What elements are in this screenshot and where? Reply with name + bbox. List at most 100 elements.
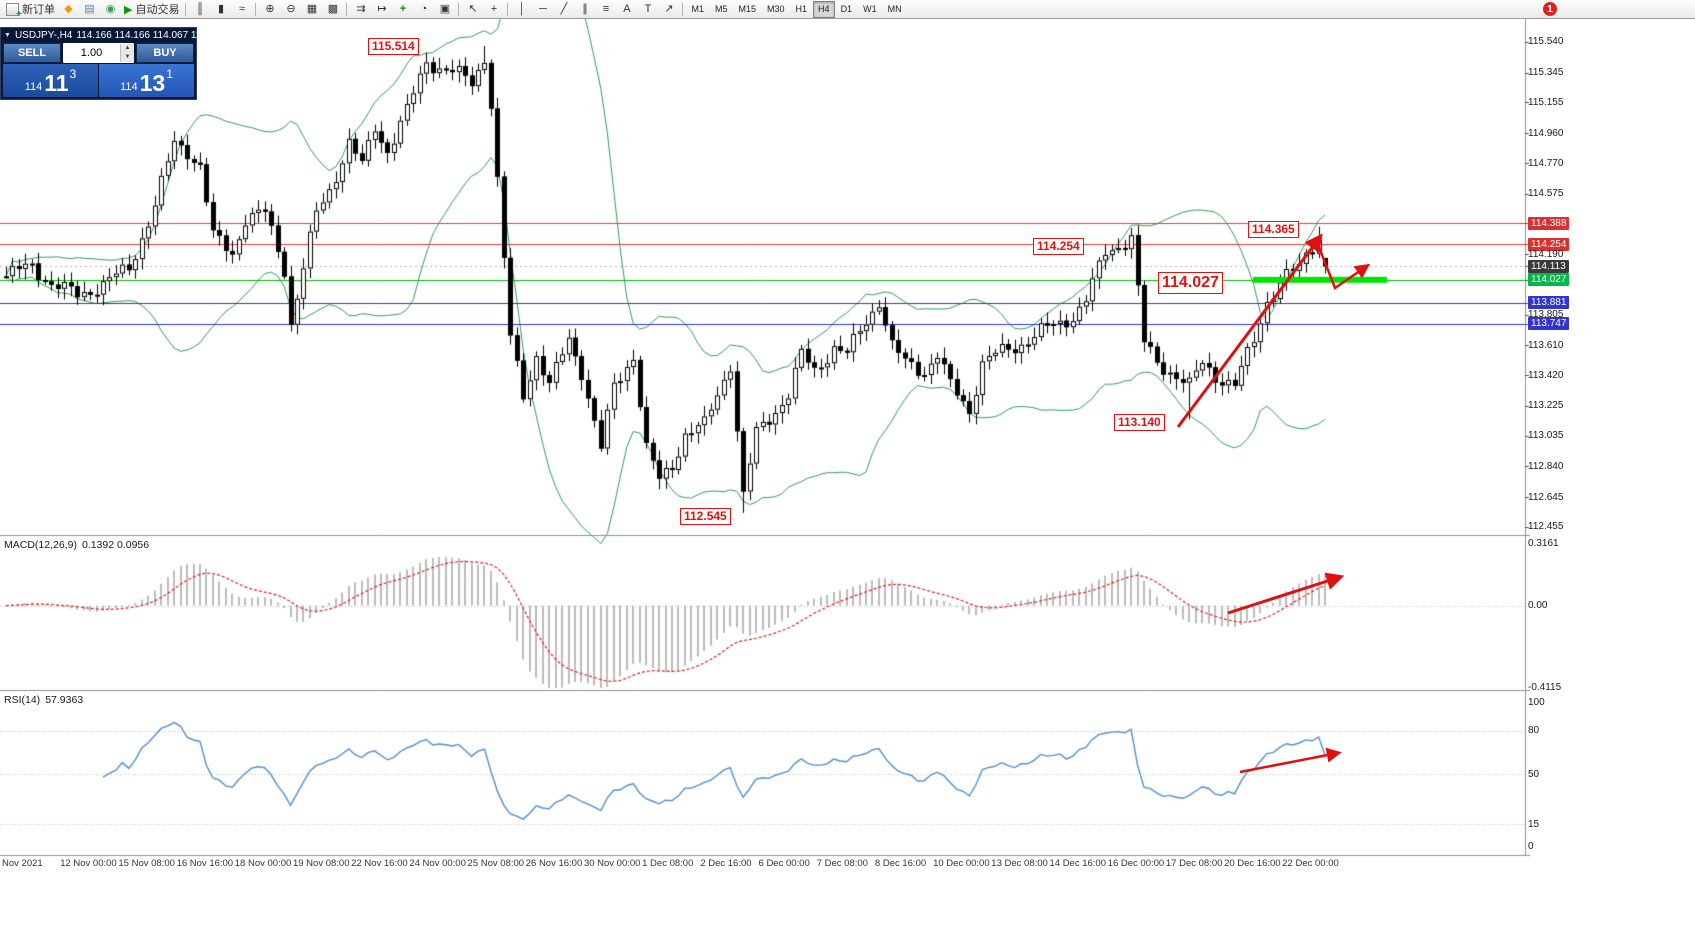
cursor-icon[interactable]: ↖ bbox=[468, 3, 478, 15]
price-scale-label: 113.881 bbox=[1528, 296, 1570, 310]
toolbar-separator bbox=[346, 2, 348, 16]
time-axis-label: 30 Nov 00:00 bbox=[583, 858, 641, 869]
templates-icon[interactable]: ▣ bbox=[439, 3, 451, 15]
cascade-windows-icon[interactable]: ▩ bbox=[327, 3, 339, 15]
bid-price[interactable]: 114 11 3 bbox=[3, 64, 98, 97]
rsi-value: 57.9363 bbox=[45, 694, 84, 706]
timeframe-button-h1[interactable]: H1 bbox=[795, 4, 808, 14]
time-axis-label: 16 Dec 00:00 bbox=[1107, 858, 1165, 869]
vertical-line-icon[interactable]: │ bbox=[518, 3, 526, 15]
horizontal-line-icon[interactable]: ─ bbox=[539, 3, 547, 15]
volume-decrease-button[interactable]: ▼ bbox=[121, 53, 134, 62]
auto-trading-button[interactable]: ▶ 自动交易 bbox=[121, 1, 182, 17]
bid-fraction: 3 bbox=[69, 67, 77, 81]
price-scale-label: 115.345 bbox=[1528, 67, 1564, 79]
time-axis-label: 25 Nov 08:00 bbox=[467, 858, 525, 869]
bar-chart-icon[interactable]: ║ bbox=[196, 3, 204, 15]
preview-icon[interactable]: ◉ bbox=[105, 3, 116, 15]
rsi-name: RSI(14) bbox=[4, 694, 41, 706]
new-order-label: 新订单 bbox=[22, 4, 55, 16]
price-scale-label: 114.254 bbox=[1528, 237, 1570, 251]
print-icon[interactable]: ▤ bbox=[84, 3, 95, 15]
timeframe-button-m5[interactable]: M5 bbox=[714, 4, 728, 14]
shapes-icon[interactable]: ↗ bbox=[664, 3, 674, 15]
macd-scale-label: 0.00 bbox=[1528, 600, 1548, 612]
price-scale-label: 112.840 bbox=[1528, 460, 1564, 472]
timeframe-button-w1[interactable]: W1 bbox=[863, 4, 877, 14]
price-scale-label: 115.155 bbox=[1528, 96, 1564, 108]
price-chart-canvas[interactable] bbox=[0, 0, 1530, 876]
time-axis-label: 13 Dec 08:00 bbox=[991, 858, 1048, 869]
price-scale-label: 114.027 bbox=[1528, 273, 1570, 287]
price-scale-label: 113.747 bbox=[1528, 317, 1570, 331]
ask-pips: 13 bbox=[139, 70, 166, 96]
indicators-icon[interactable]: + bbox=[399, 3, 407, 15]
timeframe-button-m30[interactable]: M30 bbox=[767, 4, 785, 14]
toolbar-separator bbox=[458, 2, 460, 16]
chart-title-bar: ▼ USDJPY-,H4 114.166 114.166 114.067 114… bbox=[1, 28, 226, 42]
zoom-out-icon[interactable]: ⊖ bbox=[286, 3, 296, 15]
price-scale-label: 113.420 bbox=[1528, 369, 1564, 381]
macd-name: MACD(12,26,9) bbox=[4, 539, 77, 551]
text-icon[interactable]: A bbox=[623, 3, 631, 15]
time-axis-label: 10 Dec 00:00 bbox=[933, 858, 990, 869]
toolbar-separator bbox=[185, 2, 187, 16]
price-scale-label: 113.610 bbox=[1528, 339, 1564, 351]
metaquotes-icon[interactable]: ◆ bbox=[64, 3, 73, 15]
price-scale-label: 115.540 bbox=[1528, 36, 1564, 48]
candlestick-chart-icon[interactable]: ▮ bbox=[217, 3, 224, 15]
ask-prefix: 114 bbox=[120, 81, 138, 93]
timeframe-button-d1[interactable]: D1 bbox=[840, 4, 853, 14]
price-annotation: 114.027 bbox=[1158, 272, 1223, 294]
time-axis-label: 12 Nov 00:00 bbox=[60, 858, 117, 869]
timeframe-button-m1[interactable]: M1 bbox=[691, 4, 704, 14]
notification-badge[interactable]: 1 bbox=[1543, 2, 1557, 16]
time-axis-label: 14 Dec 16:00 bbox=[1049, 858, 1106, 869]
time-axis-label: 16 Nov 16:00 bbox=[176, 858, 234, 869]
chart-shift-icon[interactable]: ↦ bbox=[377, 3, 387, 15]
sell-button[interactable]: SELL bbox=[3, 43, 61, 63]
tile-windows-icon[interactable]: ▦ bbox=[306, 3, 318, 15]
auto-scroll-icon[interactable]: ⇉ bbox=[356, 3, 366, 15]
label-icon[interactable]: T bbox=[644, 3, 652, 15]
time-axis-label: 17 Dec 08:00 bbox=[1165, 858, 1223, 869]
toolbar-separator bbox=[507, 2, 509, 16]
time-axis[interactable]: Nov 2021 12 Nov 00:00 15 Nov 08:00 16 Nov 1… bbox=[0, 857, 1565, 873]
time-axis-label: 2 Dec 16:00 bbox=[700, 858, 752, 869]
toolbar-separator bbox=[682, 2, 684, 16]
macd-values: 0.1392 0.0956 bbox=[81, 539, 150, 551]
buy-button[interactable]: BUY bbox=[136, 43, 194, 63]
price-annotation: 112.545 bbox=[680, 508, 731, 525]
macd-scale-label: 0.3161 bbox=[1528, 537, 1559, 549]
price-scale-label: 113.225 bbox=[1528, 400, 1564, 412]
trendline-icon[interactable]: ╱ bbox=[560, 3, 568, 15]
crosshair-icon[interactable]: + bbox=[490, 3, 498, 15]
chart-symbol-title: USDJPY-,H4 bbox=[14, 30, 73, 41]
fibonacci-icon[interactable]: ≡ bbox=[602, 3, 610, 15]
timeframe-button-h4[interactable]: H4 bbox=[813, 0, 835, 18]
volume-input[interactable] bbox=[63, 47, 120, 59]
price-annotation: 114.254 bbox=[1033, 238, 1084, 255]
line-chart-icon[interactable]: ≈ bbox=[238, 3, 245, 15]
macd-label: MACD(12,26,9) 0.1392 0.0956 bbox=[4, 539, 149, 551]
volume-spinner: ▲ ▼ bbox=[120, 44, 134, 62]
timeframe-button-m15[interactable]: M15 bbox=[738, 4, 757, 14]
volume-field: ▲ ▼ bbox=[63, 43, 134, 63]
time-axis-label: Nov 2021 bbox=[2, 858, 43, 869]
price-scale-label: 114.770 bbox=[1528, 157, 1564, 169]
rsi-label: RSI(14) 57.9363 bbox=[4, 694, 83, 706]
time-axis-label: 26 Nov 16:00 bbox=[525, 858, 583, 869]
time-axis-label: 7 Dec 08:00 bbox=[816, 858, 868, 869]
zoom-in-icon[interactable]: ⊕ bbox=[265, 3, 275, 15]
volume-increase-button[interactable]: ▲ bbox=[121, 44, 134, 53]
channel-icon[interactable]: ∥ bbox=[582, 3, 588, 15]
time-axis-label: 15 Nov 08:00 bbox=[118, 858, 175, 869]
price-scale-label: 114.190 bbox=[1528, 248, 1564, 260]
price-scale-label: 113.805 bbox=[1528, 309, 1564, 321]
timeframe-button-mn[interactable]: MN bbox=[887, 4, 902, 14]
periods-icon[interactable]: ◔ bbox=[420, 3, 428, 15]
new-order-button[interactable]: + 新订单 bbox=[3, 1, 58, 19]
panel-collapse-icon[interactable]: ▼ bbox=[4, 32, 11, 39]
price-annotation: 115.514 bbox=[368, 38, 419, 55]
ask-price[interactable]: 114 13 1 bbox=[99, 64, 194, 97]
